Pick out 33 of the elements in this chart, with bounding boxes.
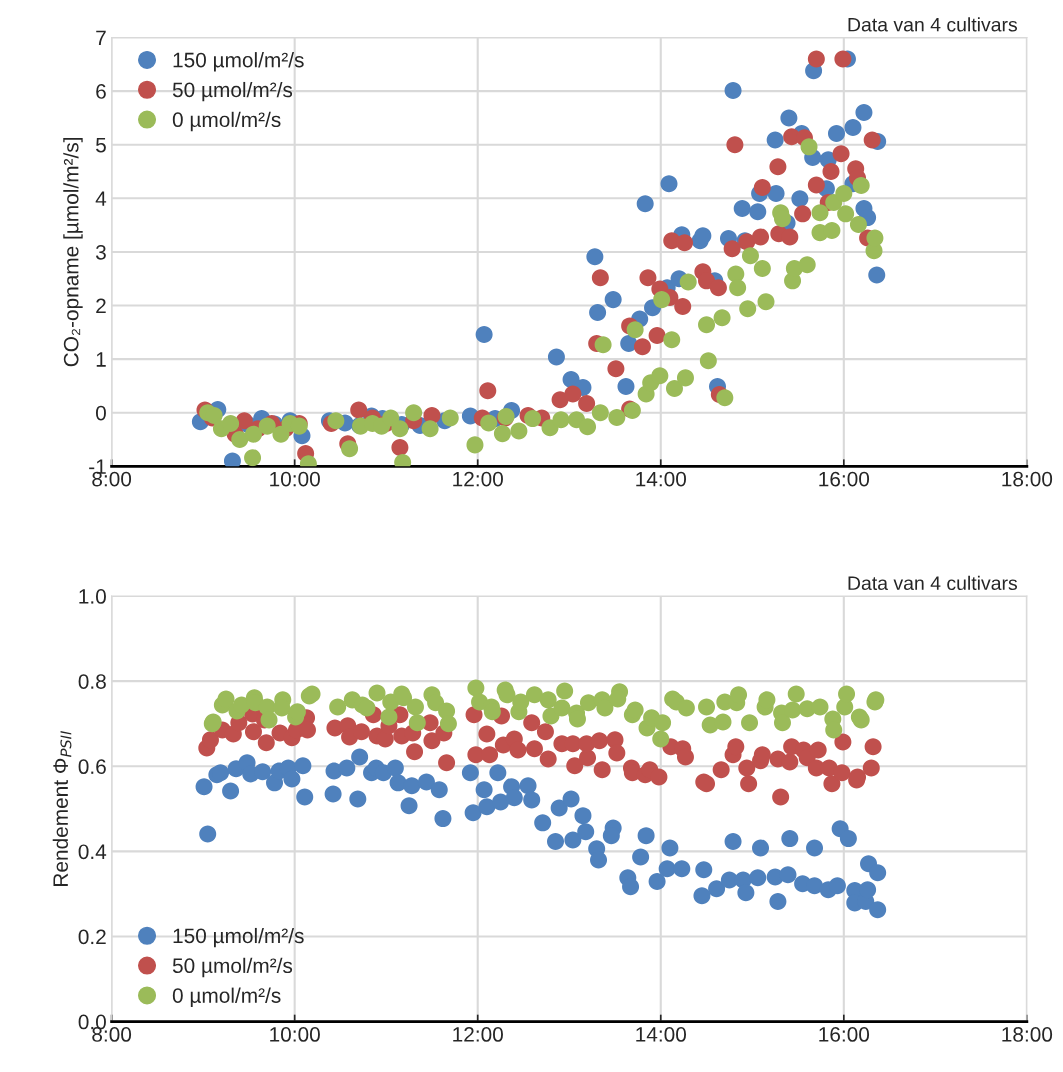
y-tick-label: 0	[95, 405, 106, 421]
x-tick-label: 14:00	[636, 471, 687, 487]
text: Data van 4 cultivars	[848, 575, 1018, 591]
legend-label: 50 µmol/m²/s	[172, 81, 293, 102]
x-tick-label: 10:00	[270, 1027, 320, 1042]
x-tick-label: 14:00	[636, 1027, 687, 1042]
x-tick-label: 16:00	[819, 471, 870, 487]
y-tick-label: 2	[96, 298, 106, 314]
y-tick-label: 6	[96, 84, 106, 99]
y-tick-label: 0.2	[78, 929, 106, 945]
legend-label: 150 µmol/m²/s	[173, 52, 304, 72]
legend-label: 150 µmol/m²/s	[173, 927, 304, 948]
x-tick-label: 16:00	[819, 1027, 870, 1042]
y-tick-label: 3	[95, 244, 106, 260]
legend-label: 0 µmol/m²/s	[172, 111, 281, 132]
x-tick-label: 18:00	[1002, 471, 1053, 487]
y-tick-label: 1.0	[79, 589, 106, 604]
legend-label: 0 µmol/m²/s	[172, 987, 281, 1008]
x-tick-label: 12:00	[453, 471, 503, 487]
y-tick-label: 0.8	[78, 674, 106, 689]
legend-label: 50 µmol/m²/s	[172, 957, 293, 978]
y-tick-label: 1	[96, 352, 106, 367]
y-tick-label: 5	[96, 137, 106, 153]
y-tick-label: 4	[95, 191, 107, 206]
x-tick-label: 12:00	[453, 1027, 503, 1042]
y-tick-label: 0.6	[78, 759, 106, 775]
x-tick-label: 10:00	[270, 471, 320, 487]
y-tick-label: 7	[96, 30, 106, 46]
text: Data van 4 cultivars	[848, 17, 1018, 32]
y-axis-title: CO₂-opname [µmol/m²/s]	[63, 138, 83, 367]
x-tick-label: 18:00	[1002, 1027, 1053, 1042]
y-tick-label: 0.4	[78, 844, 107, 860]
y-axis-title: Rendement Φ$_{PSII}$	[52, 731, 72, 886]
